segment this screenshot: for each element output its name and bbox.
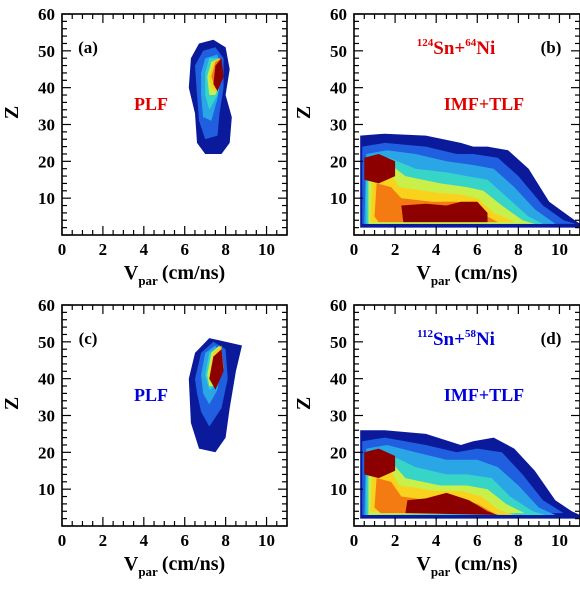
x-axis-label: Vpar (cm/ns) (124, 262, 225, 288)
x-tick-label: 4 (140, 240, 149, 259)
y-tick-label: 30 (330, 116, 347, 135)
x-tick-label: 6 (473, 531, 482, 550)
region-label: PLF (134, 94, 168, 114)
y-tick-label: 30 (38, 116, 55, 135)
y-tick-label: 10 (38, 189, 55, 208)
x-tick-label: 10 (258, 240, 275, 259)
y-tick-label: 20 (330, 443, 347, 462)
y-tick-label: 10 (38, 480, 55, 499)
panel-d: 0 2 4 6 8 10 10 20 30 40 50 60 Vpar (cm/ns) Z (d) IMF+TL… (293, 296, 580, 579)
region-label: PLF (134, 385, 168, 405)
y-tick-label: 20 (38, 443, 55, 462)
y-tick-label: 60 (38, 5, 55, 24)
x-tick-label: 6 (180, 531, 189, 550)
y-tick-label: 20 (38, 152, 55, 171)
reaction-label: 124Sn+64Ni (417, 37, 495, 59)
x-tick-label: 8 (514, 531, 523, 550)
x-tick-label: 4 (432, 531, 441, 550)
x-axis-label: Vpar (cm/ns) (124, 553, 225, 579)
x-tick-label: 2 (99, 240, 108, 259)
x-tick-label: 2 (391, 531, 400, 550)
y-tick-label: 40 (330, 370, 347, 389)
x-tick-label: 6 (180, 240, 189, 259)
panel-a: 0 2 4 6 8 10 10 20 30 40 50 60 Vpar (cm/ns) Z (a) PLF (1, 5, 287, 288)
x-axis-label: Vpar (cm/ns) (416, 262, 517, 288)
x-tick-label: 6 (473, 240, 482, 259)
y-tick-label: 50 (38, 333, 55, 352)
x-tick-label: 0 (58, 240, 67, 259)
x-tick-label: 0 (350, 531, 359, 550)
y-tick-label: 60 (38, 296, 55, 315)
x-tick-label: 2 (99, 531, 108, 550)
region-label: IMF+TLF (444, 385, 524, 405)
x-tick-label: 2 (391, 240, 400, 259)
panel-label: (d) (541, 329, 562, 348)
y-tick-label: 50 (330, 333, 347, 352)
y-tick-label: 40 (330, 79, 347, 98)
density-map (189, 338, 242, 452)
reaction-label: 112Sn+58Ni (417, 328, 495, 350)
x-tick-label: 4 (140, 531, 149, 550)
panel-label: (b) (541, 38, 562, 57)
y-tick-label: 50 (38, 42, 55, 61)
y-tick-label: 20 (330, 152, 347, 171)
y-axis-label: Z (1, 106, 23, 119)
panel-label: (a) (78, 38, 98, 57)
density-map (360, 134, 580, 228)
y-tick-label: 30 (38, 407, 55, 426)
x-tick-label: 0 (350, 240, 359, 259)
y-tick-label: 60 (330, 5, 347, 24)
x-tick-label: 8 (221, 240, 230, 259)
x-tick-label: 10 (551, 240, 568, 259)
y-tick-label: 60 (330, 296, 347, 315)
panel-label: (c) (79, 329, 98, 348)
panel-b: 0 2 4 6 8 10 10 20 30 40 50 60 Vpar (cm/ns) Z (b) IMF+TL… (293, 5, 580, 288)
x-tick-label: 8 (514, 240, 523, 259)
region-label: IMF+TLF (444, 94, 524, 114)
x-axis-label: Vpar (cm/ns) (416, 553, 517, 579)
density-map (360, 430, 580, 518)
y-tick-label: 40 (38, 79, 55, 98)
y-tick-label: 50 (330, 42, 347, 61)
x-tick-label: 4 (432, 240, 441, 259)
y-tick-label: 30 (330, 407, 347, 426)
y-tick-label: 10 (330, 480, 347, 499)
y-tick-label: 40 (38, 370, 55, 389)
y-tick-label: 10 (330, 189, 347, 208)
x-tick-label: 0 (58, 531, 67, 550)
y-axis-label: Z (293, 106, 315, 119)
x-tick-label: 10 (258, 531, 275, 550)
panel-c: 0 2 4 6 8 10 10 20 30 40 50 60 Vpar (cm/ns) Z (c) PLF (1, 296, 287, 579)
x-tick-label: 8 (221, 531, 230, 550)
y-axis-label: Z (1, 397, 23, 410)
y-axis-label: Z (293, 397, 315, 410)
density-map (189, 40, 232, 154)
x-tick-label: 10 (551, 531, 568, 550)
